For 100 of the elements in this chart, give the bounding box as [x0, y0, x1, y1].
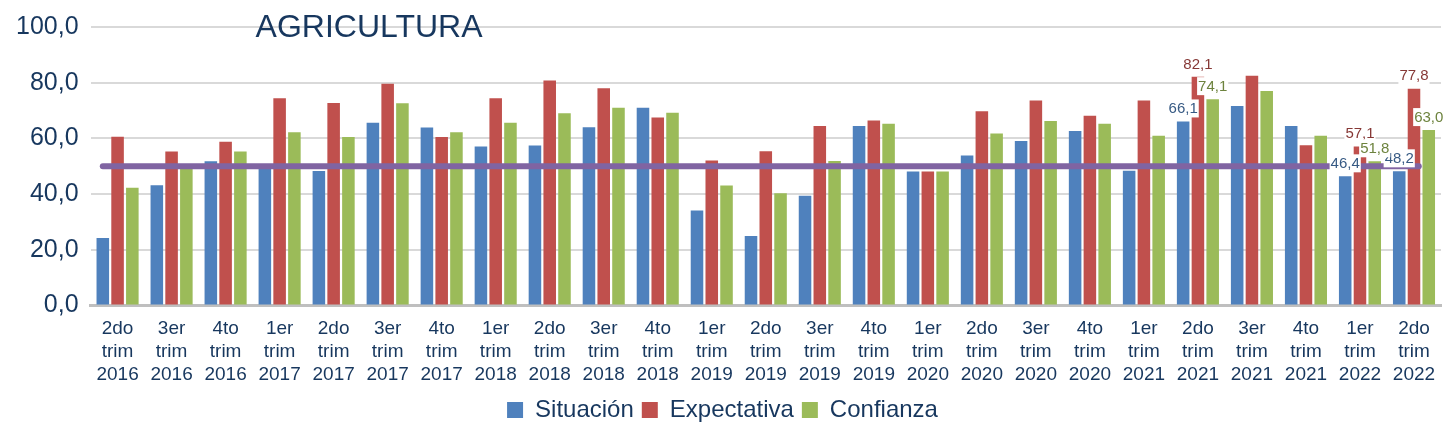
bar [1230, 106, 1244, 305]
data-label: 77,8 [1399, 66, 1429, 84]
legend-label: Expectativa [669, 394, 795, 422]
bar [558, 113, 571, 305]
data-label: 74,1 [1198, 76, 1228, 94]
data-label: 46,4 [1330, 153, 1360, 171]
bar [489, 98, 502, 305]
bar [1068, 130, 1082, 305]
data-label: 57,1 [1345, 124, 1375, 142]
x-tick-label: 4to trim 2018 [636, 317, 679, 384]
bar [420, 127, 434, 305]
bar [1014, 140, 1028, 305]
bar [180, 166, 193, 305]
legend-label: Situación [535, 394, 634, 422]
bar [474, 146, 488, 305]
bar [852, 125, 866, 305]
y-tick-label: 0,0 [43, 289, 79, 318]
bar [528, 145, 542, 305]
bar [774, 193, 787, 305]
legend-label: Confianza [829, 394, 939, 422]
bar [906, 171, 920, 305]
bar [1260, 91, 1273, 305]
x-tick-label: 4to trim 2019 [852, 317, 895, 384]
y-tick-label: 100,0 [16, 10, 79, 39]
bar [1098, 123, 1111, 305]
bar [1392, 171, 1406, 305]
y-tick-label: 80,0 [29, 66, 79, 95]
bar [366, 122, 380, 305]
x-tick-label: 3er trim 2017 [366, 317, 409, 384]
x-tick-label: 3er trim 2020 [1014, 317, 1058, 384]
bar [1152, 135, 1165, 305]
y-tick-label: 60,0 [29, 122, 79, 151]
bar [1083, 115, 1097, 305]
x-tick-label: 1er trim 2018 [474, 317, 517, 384]
bar [744, 235, 758, 305]
bar [1206, 99, 1219, 305]
bar [165, 151, 178, 305]
x-tick-label: 1er trim 2017 [258, 317, 301, 384]
bar [705, 160, 719, 305]
x-tick-label: 2do trim 2020 [960, 317, 1003, 384]
bar [126, 187, 139, 305]
bar [1422, 130, 1436, 305]
bar [381, 83, 394, 305]
bar [111, 136, 124, 305]
bar [636, 107, 650, 305]
bar [1338, 176, 1352, 305]
bar [612, 107, 625, 305]
bar [96, 237, 110, 305]
x-tick-label: 2do trim 2017 [312, 317, 355, 384]
bar [882, 123, 895, 305]
bar [1137, 100, 1151, 305]
bar [813, 125, 827, 305]
x-tick-label: 1er trim 2019 [690, 317, 733, 384]
x-tick-label: 3er trim 2016 [150, 317, 193, 384]
x-tick-label: 2do trim 2016 [96, 317, 139, 384]
x-tick-label: 1er trim 2020 [906, 317, 949, 384]
bar [690, 210, 704, 305]
x-tick-label: 2do trim 2018 [528, 317, 571, 384]
x-tick-label: 3er trim 2021 [1230, 317, 1274, 384]
y-tick-label: 40,0 [29, 178, 79, 207]
y-tick-label: 20,0 [29, 233, 79, 262]
x-tick-label: 1er trim 2022 [1338, 317, 1382, 384]
bar [234, 151, 247, 305]
bar [396, 103, 409, 305]
chart-title: AGRICULTURA [255, 7, 484, 44]
bar [1029, 100, 1043, 305]
bar [435, 137, 448, 305]
bar [150, 185, 164, 305]
bar [1368, 161, 1382, 305]
x-tick-label: 4to trim 2020 [1068, 317, 1112, 384]
bar [798, 195, 812, 305]
bar [1284, 125, 1298, 305]
bar [1122, 170, 1136, 305]
x-tick-label: 2do trim 2021 [1176, 317, 1220, 384]
bar [720, 185, 733, 305]
x-tick-label: 4to trim 2016 [204, 317, 247, 384]
bar [867, 120, 881, 305]
bar [504, 122, 517, 305]
bar [273, 98, 286, 305]
bar [1314, 135, 1327, 305]
bar [219, 141, 232, 305]
bar [990, 133, 1003, 305]
bar [1176, 121, 1190, 305]
x-tick-label: 1er trim 2021 [1122, 317, 1166, 384]
bar [651, 117, 665, 305]
x-tick-label: 4to trim 2017 [420, 317, 463, 384]
bar [342, 137, 355, 305]
data-label: 63,0 [1414, 107, 1444, 125]
x-tick-label: 3er trim 2018 [582, 317, 625, 384]
bar [312, 171, 326, 305]
bar [828, 161, 841, 305]
bar [960, 155, 974, 305]
bar [288, 132, 301, 305]
x-tick-label: 3er trim 2019 [798, 317, 841, 384]
bar [759, 151, 773, 305]
bar [1245, 75, 1259, 305]
bar [597, 88, 610, 305]
bar [258, 167, 272, 305]
data-label: 66,1 [1168, 99, 1198, 117]
bar [936, 171, 949, 305]
